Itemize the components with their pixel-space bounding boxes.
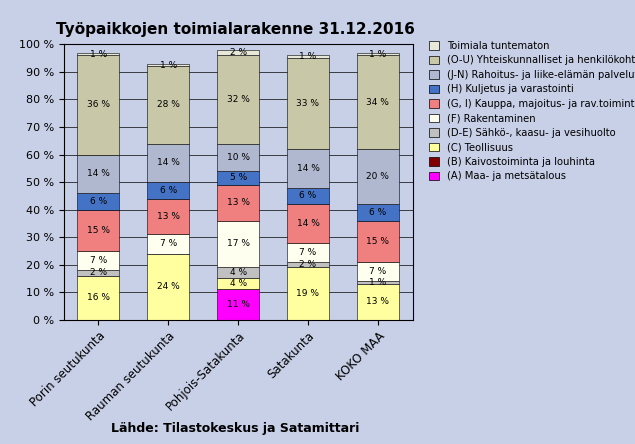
Bar xyxy=(147,234,189,254)
Bar xyxy=(217,143,259,171)
Bar xyxy=(77,276,119,320)
Bar xyxy=(287,56,329,58)
Text: 1 %: 1 % xyxy=(90,50,107,59)
Bar xyxy=(357,262,399,281)
Bar xyxy=(287,267,329,320)
Bar xyxy=(217,171,259,185)
Text: 6 %: 6 % xyxy=(299,191,317,200)
Bar xyxy=(287,187,329,204)
Text: 14 %: 14 % xyxy=(297,164,319,173)
Bar xyxy=(357,204,399,221)
Text: 14 %: 14 % xyxy=(157,158,180,167)
Text: 1 %: 1 % xyxy=(299,52,317,61)
Bar xyxy=(287,58,329,149)
Bar xyxy=(217,50,259,56)
Text: 14 %: 14 % xyxy=(87,169,110,178)
Bar xyxy=(147,198,189,234)
Bar xyxy=(77,155,119,193)
Text: 6 %: 6 % xyxy=(369,208,387,217)
Text: 15 %: 15 % xyxy=(87,226,110,235)
Bar xyxy=(357,281,399,284)
Text: 13 %: 13 % xyxy=(227,198,250,207)
Text: 7 %: 7 % xyxy=(369,267,387,276)
Text: 28 %: 28 % xyxy=(157,100,180,110)
Bar xyxy=(287,242,329,262)
Bar xyxy=(217,278,259,289)
Text: 6 %: 6 % xyxy=(90,197,107,206)
Text: 7 %: 7 % xyxy=(90,256,107,265)
Text: 2 %: 2 % xyxy=(230,48,246,57)
Text: 7 %: 7 % xyxy=(299,248,317,257)
Text: 5 %: 5 % xyxy=(229,174,247,182)
Bar xyxy=(217,185,259,221)
Text: 11 %: 11 % xyxy=(227,300,250,309)
Text: 1 %: 1 % xyxy=(369,50,387,59)
Bar xyxy=(77,251,119,270)
Bar xyxy=(287,262,329,267)
Bar xyxy=(77,193,119,210)
Bar xyxy=(217,221,259,267)
Text: 13 %: 13 % xyxy=(366,297,389,306)
Bar xyxy=(357,221,399,262)
Bar xyxy=(217,267,259,278)
Text: 2 %: 2 % xyxy=(90,268,107,278)
Text: 17 %: 17 % xyxy=(227,239,250,249)
Bar xyxy=(147,182,189,198)
Text: Lähde: Tilastokeskus ja Satamittari: Lähde: Tilastokeskus ja Satamittari xyxy=(110,422,359,435)
Bar xyxy=(77,56,119,155)
Text: 34 %: 34 % xyxy=(366,98,389,107)
Text: Työpaikkojen toimialarakenne 31.12.2016: Työpaikkojen toimialarakenne 31.12.2016 xyxy=(55,22,415,37)
Bar xyxy=(217,56,259,143)
Text: 19 %: 19 % xyxy=(297,289,319,298)
Text: 4 %: 4 % xyxy=(230,268,246,278)
Bar xyxy=(357,56,399,149)
Text: 32 %: 32 % xyxy=(227,95,250,104)
Bar xyxy=(287,149,329,187)
Text: 1 %: 1 % xyxy=(369,278,387,287)
Text: 7 %: 7 % xyxy=(159,239,177,249)
Bar xyxy=(77,210,119,251)
Bar xyxy=(77,53,119,56)
Bar xyxy=(147,143,189,182)
Bar xyxy=(147,63,189,67)
Text: 1 %: 1 % xyxy=(159,60,177,70)
Text: 20 %: 20 % xyxy=(366,172,389,181)
Text: 2 %: 2 % xyxy=(300,260,316,269)
Text: 10 %: 10 % xyxy=(227,153,250,162)
Text: 24 %: 24 % xyxy=(157,282,180,291)
Bar xyxy=(357,284,399,320)
Legend: Toimiala tuntematon, (O-U) Yhteiskunnalliset ja henkilökohtaiset palvelut, (J-N): Toimiala tuntematon, (O-U) Yhteiskunnall… xyxy=(427,39,635,183)
Bar xyxy=(147,254,189,320)
Text: 16 %: 16 % xyxy=(87,293,110,302)
Text: 13 %: 13 % xyxy=(157,212,180,221)
Bar xyxy=(357,53,399,56)
Text: 14 %: 14 % xyxy=(297,219,319,228)
Text: 36 %: 36 % xyxy=(87,100,110,110)
Text: 33 %: 33 % xyxy=(297,99,319,108)
Text: 6 %: 6 % xyxy=(159,186,177,195)
Text: 4 %: 4 % xyxy=(230,279,246,289)
Text: 15 %: 15 % xyxy=(366,237,389,246)
Bar xyxy=(287,204,329,242)
Bar xyxy=(77,270,119,276)
Bar xyxy=(357,149,399,204)
Bar xyxy=(147,67,189,143)
Bar xyxy=(217,289,259,320)
